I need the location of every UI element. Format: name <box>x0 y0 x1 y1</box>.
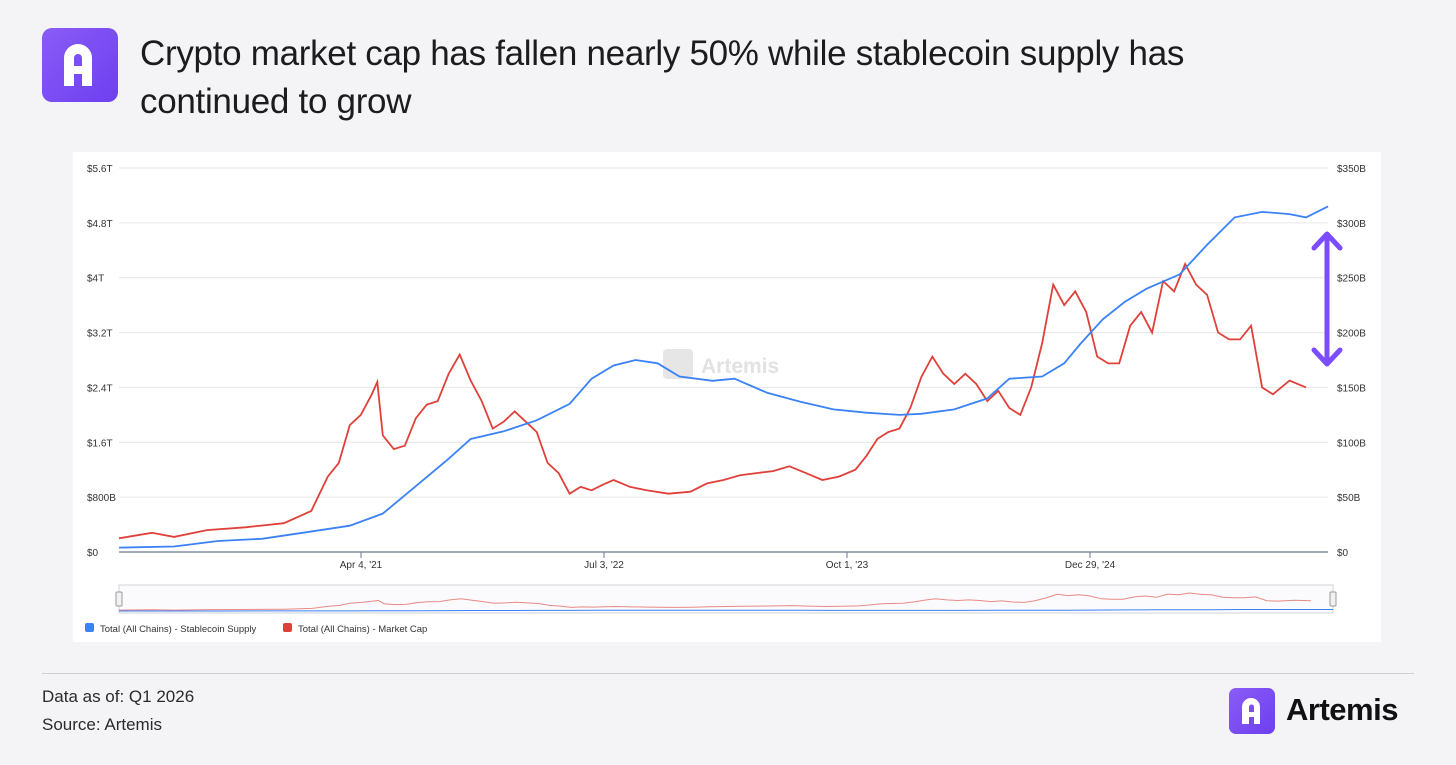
data-as-of: Data as of: Q1 2026 <box>42 687 195 706</box>
y-right-tick-label: $150B <box>1337 383 1366 394</box>
legend-label[interactable]: Total (All Chains) - Stablecoin Supply <box>100 624 257 635</box>
chart-watermark: Artemis <box>663 349 779 379</box>
y-right-tick-label: $350B <box>1337 164 1366 175</box>
line-chart: Artemis $0 $800B $1.6T $2.4T $3.2T $4T $4.8T $5… <box>85 164 1366 635</box>
y-right-tick-label: $200B <box>1337 329 1366 340</box>
x-tick-label: Dec 29, '24 <box>1065 560 1116 571</box>
series-market-cap-line <box>118 261 1307 540</box>
arrow-head-top <box>1311 231 1343 251</box>
y-left-tick-label: $4.8T <box>87 219 113 230</box>
y-right-tick-label: $250B <box>1337 274 1366 285</box>
y-right-tick-label: $300B <box>1337 219 1366 230</box>
navigator-handle-right[interactable] <box>1329 591 1337 607</box>
y-right-tick-label: $0 <box>1337 548 1349 559</box>
legend-swatch <box>85 623 94 632</box>
x-tick-label: Jul 3, '22 <box>584 560 624 571</box>
y-left-tick-label: $5.6T <box>87 164 113 175</box>
x-tick-label: Oct 1, '23 <box>826 560 869 571</box>
navigator-market-cap-line <box>118 592 1311 611</box>
y-left-tick-label: $0 <box>87 548 99 559</box>
navigator-handle-left[interactable] <box>115 591 123 607</box>
navigator-stablecoin-line <box>119 609 1333 612</box>
legend-swatch <box>283 623 292 632</box>
y-right-tick-label: $50B <box>1337 493 1361 504</box>
watermark-text: Artemis <box>701 355 779 378</box>
series-stablecoin-line <box>118 205 1329 549</box>
range-navigator[interactable] <box>115 584 1337 614</box>
grid <box>119 167 1328 553</box>
annotation-double-arrow <box>1311 231 1343 367</box>
y-left-tick-label: $2.4T <box>87 383 113 394</box>
y-right-tick-label: $100B <box>1337 438 1366 449</box>
legend: Total (All Chains) - Stablecoin Supply To… <box>85 623 427 635</box>
y-left-tick-label: $1.6T <box>87 438 113 449</box>
source: Source: Artemis <box>42 715 162 734</box>
page-title: Crypto market cap has fallen nearly 50% … <box>140 34 1185 121</box>
chart-card: Artemis $0 $800B $1.6T $2.4T $3.2T $4T $4.8T $5… <box>73 152 1381 642</box>
brand-name: Artemis <box>1286 692 1398 727</box>
y-left-tick-label: $4T <box>87 274 104 285</box>
brand: Artemis <box>1229 688 1419 734</box>
artemis-brand-icon <box>1229 688 1275 734</box>
legend-label[interactable]: Total (All Chains) - Market Cap <box>298 624 427 635</box>
y-left-tick-label: $800B <box>87 493 116 504</box>
artemis-logo-icon <box>42 28 118 102</box>
x-tick-label: Apr 4, '21 <box>340 560 383 571</box>
y-left-tick-label: $3.2T <box>87 329 113 340</box>
arrow-head-bottom <box>1311 347 1343 367</box>
y-axis-left: $0 $800B $1.6T $2.4T $3.2T $4T $4.8T $5.6T <box>87 164 116 559</box>
footer-divider <box>42 673 1414 674</box>
y-axis-right: $0 $50B $100B $150B $200B $250B $300B $350B <box>1337 164 1366 559</box>
x-axis: Apr 4, '21 Jul 3, '22 Oct 1, '23 Dec 29, '2… <box>340 552 1116 571</box>
